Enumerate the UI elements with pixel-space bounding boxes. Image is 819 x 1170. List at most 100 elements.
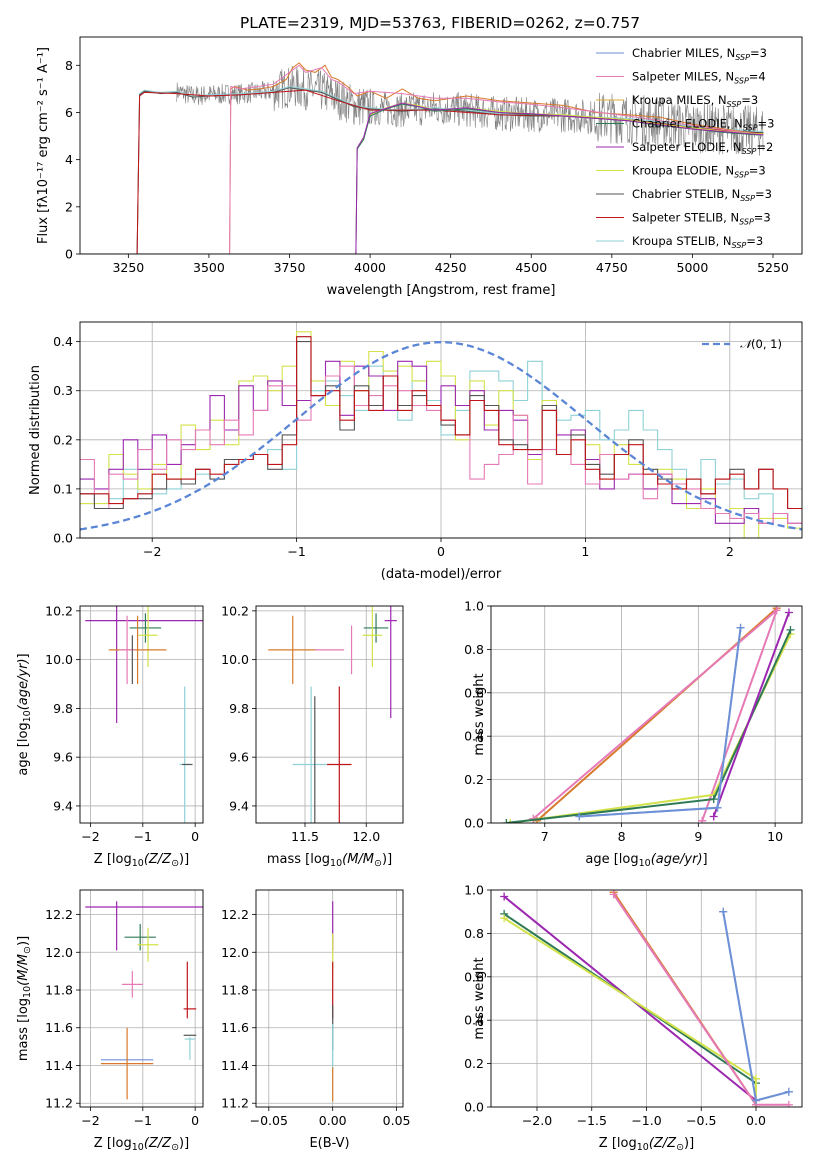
x-axis-label: mass [log10(M/M⊙)] xyxy=(267,852,392,869)
legend-tail: =3 xyxy=(750,46,767,60)
axes-frame xyxy=(79,36,803,255)
y-tick-label: 12.0 xyxy=(45,945,73,960)
y-tick-label: 0.8 xyxy=(464,926,484,941)
y-tick-label: 11.8 xyxy=(45,983,73,998)
y-tick-label: 0.0 xyxy=(464,1100,484,1115)
x-tick-label: −0.05 xyxy=(250,1113,288,1128)
y-tick-label: 0.1 xyxy=(53,481,73,496)
plot-area xyxy=(500,890,793,1107)
errorbar-point xyxy=(327,686,352,823)
errorbar-point xyxy=(108,615,167,685)
plot-area xyxy=(502,606,795,823)
axes-frame xyxy=(490,605,803,824)
x-tick-label: 0 xyxy=(191,829,199,844)
y-tick-label: 9.6 xyxy=(53,750,73,765)
plot-area xyxy=(80,331,802,538)
weight-marker xyxy=(698,816,707,823)
y-tick-label: 0.2 xyxy=(464,772,484,787)
legend-entry: Kroupa MILES, NSSP=3 xyxy=(632,93,758,109)
label-part: )] xyxy=(179,852,189,867)
panel-weight-vs-z: −2.0 −1.5 −1.0 −0.5 0.0 0.0 0.2 0.4 0.6 0.8 1.0 Z [… xyxy=(464,883,803,1153)
y-tick-label: 9.4 xyxy=(229,798,249,813)
legend-entry: Chabrier MILES, NSSP=3 xyxy=(632,46,767,62)
x-tick-label: 4500 xyxy=(515,260,547,275)
x-tick-label: −2.0 xyxy=(522,1113,552,1128)
panel-mass-vs-ebv: −0.05 0.00 0.05 11.2 11.4 11.6 11.8 12.0 12.2 E(B… xyxy=(221,889,411,1151)
label-part: mass [log xyxy=(16,998,31,1061)
errorbar-point xyxy=(384,606,397,719)
x-tick-label: 0 xyxy=(191,1113,199,1128)
label-part: ⊙ xyxy=(171,1142,179,1153)
x-tick-label: 10 xyxy=(767,829,783,844)
label-part: )] xyxy=(382,852,392,867)
legend-sub: SSP xyxy=(727,100,742,109)
x-tick-label: −1 xyxy=(134,829,152,844)
plot-area xyxy=(85,901,203,1100)
errorbar-point xyxy=(138,606,158,667)
y-tick-label: 9.8 xyxy=(229,701,249,716)
grid xyxy=(256,890,403,1107)
x-tick-label: 0 xyxy=(437,544,445,559)
label-part: (age/yr) xyxy=(651,852,703,867)
y-tick-label: 11.2 xyxy=(45,1096,73,1111)
legend-sub: SSP xyxy=(735,53,750,62)
x-tick-label: 2 xyxy=(726,544,734,559)
model-spectrum-line xyxy=(80,102,764,254)
label-part: ⊙ xyxy=(374,858,382,869)
errorbar-point xyxy=(137,927,159,962)
y-axis-label: age [log10(age/yr)] xyxy=(16,653,33,775)
label-part: age [log xyxy=(585,852,638,867)
legend-tail: =3 xyxy=(749,164,766,178)
label-part: (Z/Z xyxy=(144,1136,172,1151)
x-axis-label: Z [log10(Z/Z⊙)] xyxy=(94,852,189,869)
label-part: 10 xyxy=(637,1142,649,1153)
label-part: (Z/Z xyxy=(144,852,172,867)
legend-main: Chabrier ELODIE, N xyxy=(632,117,743,131)
legend-tail: =3 xyxy=(755,187,772,201)
weight-marker xyxy=(736,623,745,632)
x-axis-label: (data-model)/error xyxy=(381,567,502,582)
legend-main: Salpeter ELODIE, N xyxy=(632,140,742,154)
legend-tail: =3 xyxy=(754,211,771,225)
label-part: ] xyxy=(703,852,708,867)
y-tick-label: 2 xyxy=(65,199,73,214)
panel-spectrum: 3250 3500 3750 4000 4250 4500 4750 5000 5250 0 2 4 6… xyxy=(36,36,803,298)
label-part: 10 xyxy=(132,858,144,869)
weight-line xyxy=(503,917,757,1107)
axes-frame xyxy=(79,605,204,824)
weight-line xyxy=(712,612,790,817)
label-part: ] xyxy=(16,653,31,658)
x-tick-label: −2 xyxy=(143,544,161,559)
label-part: (age/yr) xyxy=(16,658,31,710)
weight-marker xyxy=(709,812,718,821)
y-tick-label: 8 xyxy=(65,58,73,73)
axes-frame xyxy=(255,889,404,1108)
weight-marker xyxy=(713,803,722,812)
x-tick-label: −1.5 xyxy=(577,1113,607,1128)
y-tick-label: 0.2 xyxy=(464,1056,484,1071)
axes-frame xyxy=(79,321,803,539)
y-tick-label: 10.2 xyxy=(45,603,73,618)
legend-entry: Salpeter MILES, NSSP=4 xyxy=(632,70,766,86)
label-part: (M/M xyxy=(16,954,31,986)
weight-marker xyxy=(609,890,618,899)
label-part: )] xyxy=(16,936,31,946)
y-tick-label: 0.0 xyxy=(53,531,73,546)
label-part: Z [log xyxy=(599,1136,637,1151)
x-tick-label: 5250 xyxy=(757,260,789,275)
legend-tail: =2 xyxy=(756,140,773,154)
y-tick-label: 0.8 xyxy=(464,642,484,657)
y-tick-label: 0.4 xyxy=(53,334,73,349)
x-tick-label: 7 xyxy=(541,829,549,844)
panel-residuals: −2 −1 0 1 2 0.0 0.1 0.2 0.3 0.4 𝒩(0, 1) (data-model… xyxy=(28,321,803,582)
x-axis-label: wavelength [Angstrom, rest frame] xyxy=(327,283,556,298)
plot-area xyxy=(80,62,764,254)
weight-marker xyxy=(752,1096,761,1105)
legend-sub: SSP xyxy=(734,171,749,180)
weight-marker xyxy=(506,819,515,823)
label-part: )] xyxy=(179,1136,189,1151)
label-part: (M/M xyxy=(342,852,374,867)
legend-entry: Kroupa STELIB, NSSP=3 xyxy=(632,234,763,250)
y-tick-label: 10.0 xyxy=(45,652,73,667)
